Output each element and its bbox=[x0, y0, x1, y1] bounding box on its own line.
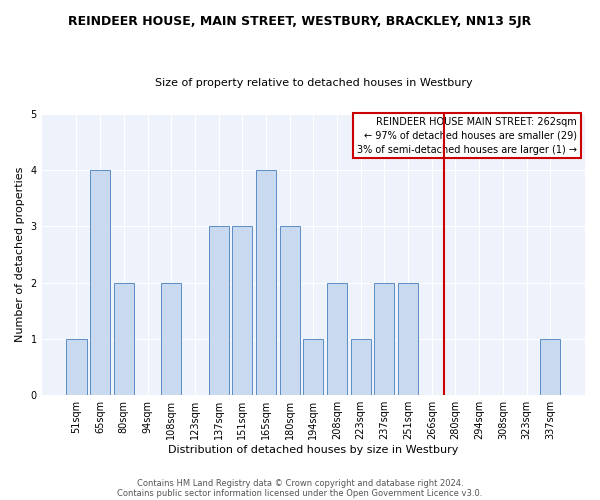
Text: Contains public sector information licensed under the Open Government Licence v3: Contains public sector information licen… bbox=[118, 488, 482, 498]
Bar bbox=[161, 282, 181, 395]
Bar bbox=[327, 282, 347, 395]
Bar bbox=[303, 339, 323, 395]
Text: REINDEER HOUSE MAIN STREET: 262sqm
← 97% of detached houses are smaller (29)
3% : REINDEER HOUSE MAIN STREET: 262sqm ← 97%… bbox=[357, 116, 577, 154]
Bar bbox=[350, 339, 371, 395]
Bar bbox=[232, 226, 253, 395]
Text: REINDEER HOUSE, MAIN STREET, WESTBURY, BRACKLEY, NN13 5JR: REINDEER HOUSE, MAIN STREET, WESTBURY, B… bbox=[68, 15, 532, 28]
Bar bbox=[398, 282, 418, 395]
Bar bbox=[280, 226, 300, 395]
Bar bbox=[67, 339, 86, 395]
Bar bbox=[256, 170, 276, 395]
X-axis label: Distribution of detached houses by size in Westbury: Distribution of detached houses by size … bbox=[168, 445, 458, 455]
Bar bbox=[114, 282, 134, 395]
Bar bbox=[90, 170, 110, 395]
Bar bbox=[209, 226, 229, 395]
Text: Contains HM Land Registry data © Crown copyright and database right 2024.: Contains HM Land Registry data © Crown c… bbox=[137, 478, 463, 488]
Bar bbox=[374, 282, 394, 395]
Bar bbox=[540, 339, 560, 395]
Title: Size of property relative to detached houses in Westbury: Size of property relative to detached ho… bbox=[155, 78, 472, 88]
Y-axis label: Number of detached properties: Number of detached properties bbox=[15, 167, 25, 342]
